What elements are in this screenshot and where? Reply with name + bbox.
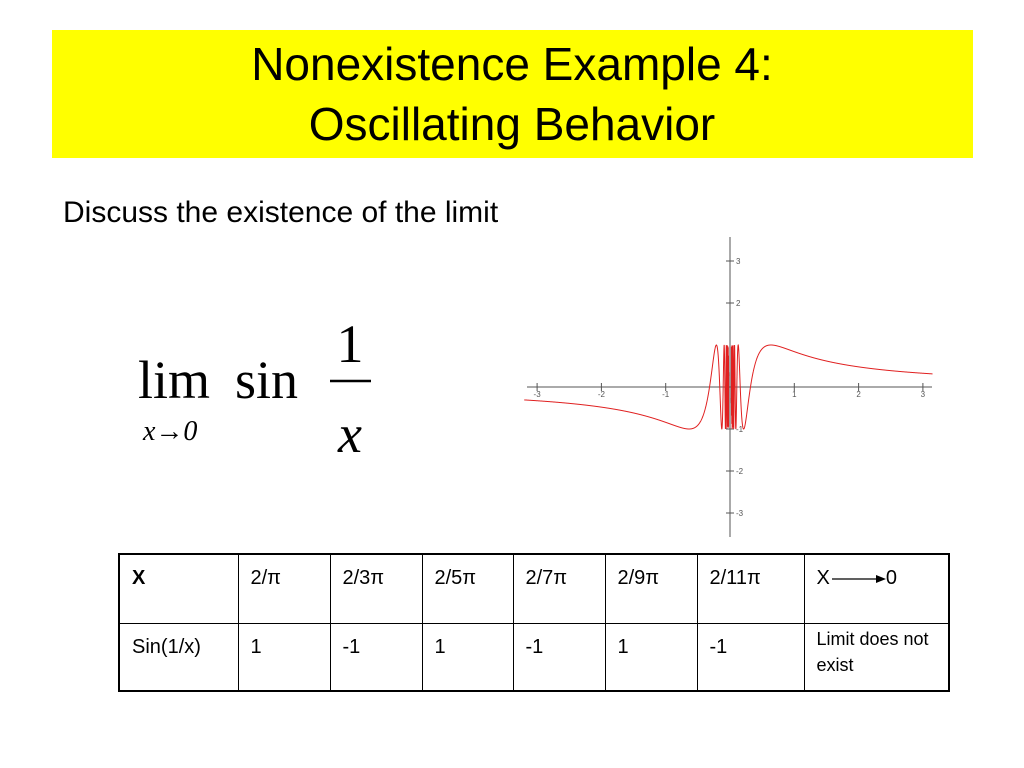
formula-numerator: 1 — [337, 314, 364, 374]
x-tick-label: -2 — [598, 390, 606, 399]
arrow — [831, 575, 886, 583]
curve — [524, 344, 933, 430]
table-cell: 2/π — [237, 553, 331, 624]
x-tick-label: 2 — [856, 390, 861, 399]
table-cell: 2/9π — [604, 553, 698, 624]
table-cell: 1 — [421, 622, 514, 692]
formula-subscript: x→0 — [142, 416, 197, 447]
table-cell: 2/7π — [512, 553, 606, 624]
table-cell: 1 — [237, 622, 331, 692]
formula: lim sin 1 x x→0 — [138, 314, 371, 464]
table-cell: -1 — [512, 622, 606, 692]
table-cell: 1 — [604, 622, 698, 692]
x-tick-label: -1 — [662, 390, 670, 399]
cell-text: X — [132, 567, 146, 589]
cell-text: X — [816, 567, 830, 589]
cell-text: 0 — [885, 567, 897, 589]
formula-denominator: x — [337, 404, 362, 464]
y-tick-label: -3 — [736, 509, 744, 518]
y-tick-label: -1 — [736, 425, 744, 434]
table-cell: -1 — [329, 622, 423, 692]
formula-function: sin — [235, 350, 298, 410]
formula-operator: lim — [138, 350, 210, 410]
title-line: Oscillating Behavior — [309, 98, 716, 150]
x-tick-label: 1 — [792, 390, 797, 399]
x-tick-label: -3 — [534, 390, 542, 399]
table-cell: X — [118, 553, 239, 624]
title-line: Nonexistence Example 4: — [251, 38, 773, 90]
table-cell: Sin(1/x) — [118, 622, 239, 692]
x-tick-label: 3 — [921, 390, 926, 399]
graph: -3 -2 -1 1 2 3 3 2 -1 -2 -3 — [524, 237, 933, 537]
y-tick-label: 2 — [736, 299, 741, 308]
table-row: Sin(1/x) 1 -1 1 -1 1 -1 Limit does not e… — [118, 622, 950, 692]
y-tick-label: 3 — [736, 257, 741, 266]
table-cell: Limit does not exist — [803, 622, 950, 692]
table-cell: 2/3π — [329, 553, 423, 624]
table-cell: 2/11π — [696, 553, 805, 624]
prompt: Discuss the existence of the limit — [63, 196, 499, 229]
y-tick-label: -2 — [736, 467, 744, 476]
table-cell: -1 — [696, 622, 805, 692]
table-cell: 2/5π — [421, 553, 514, 624]
title-box — [52, 30, 973, 158]
